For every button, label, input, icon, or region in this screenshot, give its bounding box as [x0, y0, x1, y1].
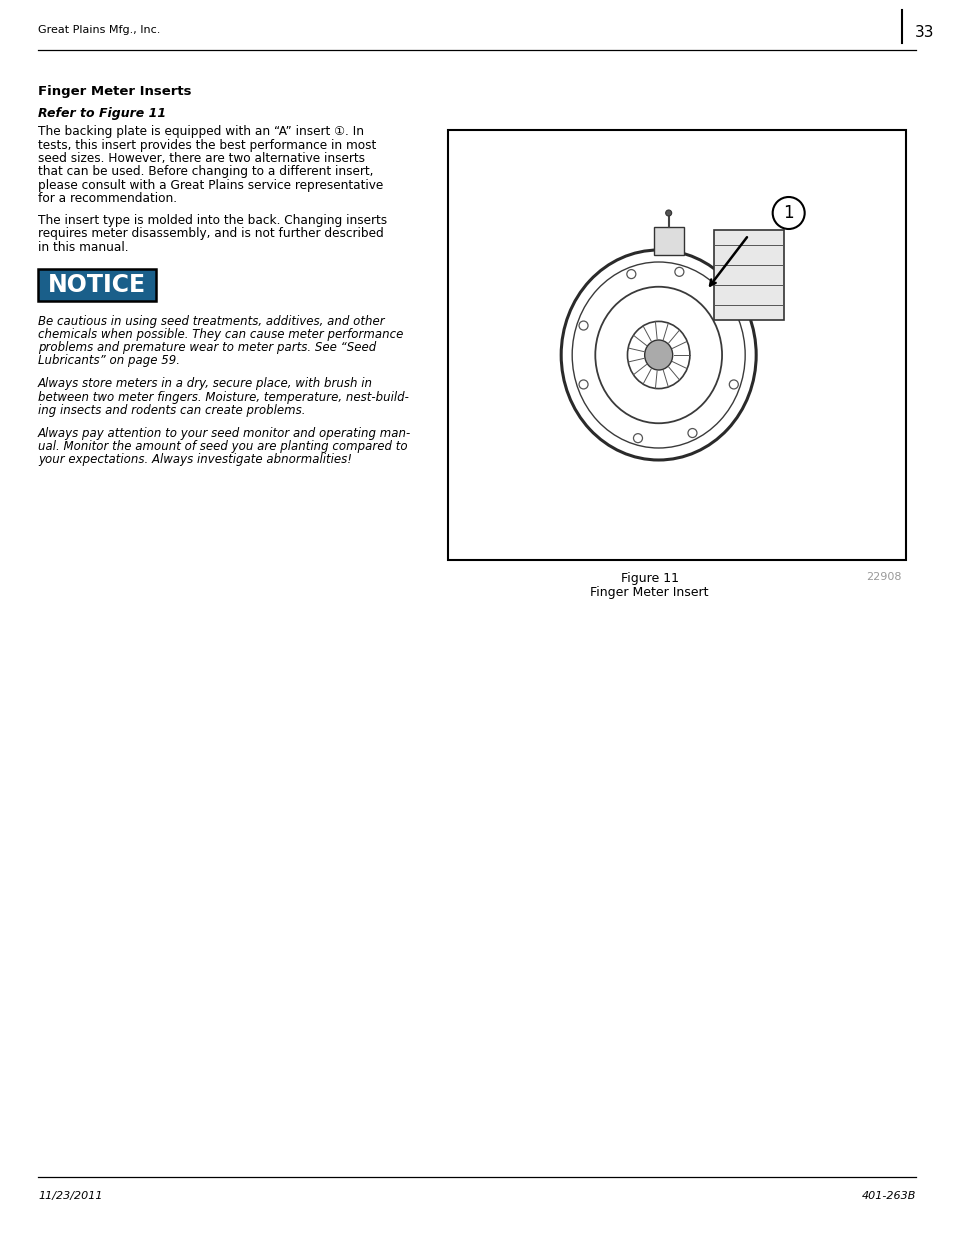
Text: The insert type is molded into the back. Changing inserts: The insert type is molded into the back.… [38, 214, 387, 227]
Ellipse shape [665, 210, 671, 216]
Ellipse shape [687, 429, 697, 437]
Ellipse shape [728, 380, 738, 389]
Text: requires meter disassembly, and is not further described: requires meter disassembly, and is not f… [38, 227, 383, 241]
Text: seed sizes. However, there are two alternative inserts: seed sizes. However, there are two alter… [38, 152, 365, 165]
Text: Be cautious in using seed treatments, additives, and other: Be cautious in using seed treatments, ad… [38, 315, 384, 327]
Text: Refer to Figure 11: Refer to Figure 11 [38, 107, 166, 120]
Text: please consult with a Great Plains service representative: please consult with a Great Plains servi… [38, 179, 383, 191]
Text: in this manual.: in this manual. [38, 241, 129, 254]
Text: chemicals when possible. They can cause meter performance: chemicals when possible. They can cause … [38, 327, 403, 341]
Text: between two meter fingers. Moisture, temperature, nest-build-: between two meter fingers. Moisture, tem… [38, 390, 409, 404]
Text: 401-263B: 401-263B [861, 1191, 915, 1200]
Text: Always pay attention to your seed monitor and operating man-: Always pay attention to your seed monito… [38, 427, 411, 440]
Text: ing insects and rodents can create problems.: ing insects and rodents can create probl… [38, 404, 305, 416]
Text: Always store meters in a dry, secure place, with brush in: Always store meters in a dry, secure pla… [38, 378, 373, 390]
Ellipse shape [644, 340, 672, 370]
Text: 11/23/2011: 11/23/2011 [38, 1191, 102, 1200]
Text: The backing plate is equipped with an “A” insert ①. In: The backing plate is equipped with an “A… [38, 125, 364, 138]
Ellipse shape [578, 380, 587, 389]
Ellipse shape [626, 269, 635, 279]
Text: NOTICE: NOTICE [48, 273, 146, 296]
Text: that can be used. Before changing to a different insert,: that can be used. Before changing to a d… [38, 165, 373, 179]
Ellipse shape [722, 308, 732, 316]
Text: problems and premature wear to meter parts. See “Seed: problems and premature wear to meter par… [38, 341, 375, 354]
Text: Lubricants” on page 59.: Lubricants” on page 59. [38, 354, 180, 367]
Text: Great Plains Mfg., Inc.: Great Plains Mfg., Inc. [38, 25, 160, 35]
Text: ual. Monitor the amount of seed you are planting compared to: ual. Monitor the amount of seed you are … [38, 440, 407, 453]
Text: for a recommendation.: for a recommendation. [38, 193, 177, 205]
Text: Finger Meter Inserts: Finger Meter Inserts [38, 85, 192, 98]
Text: 33: 33 [914, 25, 934, 40]
Text: 22908: 22908 [865, 572, 901, 582]
FancyBboxPatch shape [653, 227, 683, 254]
Text: Figure 11: Figure 11 [619, 572, 678, 585]
Ellipse shape [578, 321, 587, 330]
FancyBboxPatch shape [448, 130, 905, 559]
Text: your expectations. Always investigate abnormalities!: your expectations. Always investigate ab… [38, 453, 352, 467]
Text: 1: 1 [782, 204, 793, 222]
FancyBboxPatch shape [38, 268, 156, 300]
Ellipse shape [633, 433, 641, 442]
Text: tests, this insert provides the best performance in most: tests, this insert provides the best per… [38, 138, 375, 152]
FancyBboxPatch shape [713, 230, 782, 320]
Text: Finger Meter Insert: Finger Meter Insert [590, 585, 708, 599]
Ellipse shape [674, 267, 683, 277]
